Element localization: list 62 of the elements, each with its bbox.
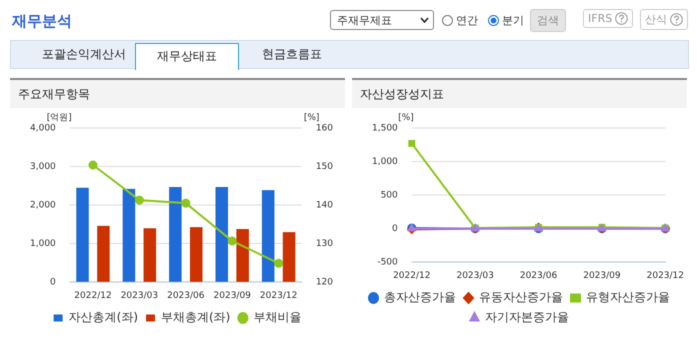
x-tick-label: 2023/12: [260, 290, 298, 301]
y-tick-label: 1,500: [372, 123, 398, 134]
x-tick-label: 2023/06: [520, 270, 558, 281]
text: 재무분석: [12, 12, 72, 31]
y-tick-label: 1,000: [30, 238, 56, 249]
x-tick-label: 2023/03: [120, 290, 158, 301]
text: IFRS: [588, 12, 612, 25]
text: 산식: [645, 12, 667, 27]
x-tick-label: 2022/12: [74, 290, 112, 301]
text: 주재무제표: [337, 12, 392, 28]
x-tick-label: 2023/03: [456, 270, 494, 281]
x-tick-label: 2022/12: [393, 270, 430, 281]
y2-tick-label: 120: [316, 278, 334, 288]
y-tick-label: 3,000: [30, 162, 56, 172]
bar: [122, 188, 136, 282]
y2-axis-title: [%]: [304, 112, 320, 123]
y-axis-title: [%]: [398, 112, 414, 123]
y-tick-label: 2,000: [30, 200, 56, 210]
bar: [97, 226, 110, 282]
point: [134, 196, 144, 205]
legend-label: 부채총계(좌): [161, 310, 230, 324]
x-tick-label: 2023/12: [646, 270, 684, 281]
text: 검색: [530, 9, 566, 32]
x-tick-label: 2023/09: [214, 290, 252, 301]
y2-tick-label: 160: [316, 123, 334, 134]
y2-tick-label: 150: [316, 162, 334, 172]
bar: [144, 228, 156, 282]
point: [88, 160, 98, 170]
y-tick-label: 500: [380, 190, 398, 200]
y2-tick-label: 130: [316, 238, 334, 249]
y-axis-title: [억원]: [46, 112, 72, 123]
legend-label: 자기자본증가율: [485, 310, 569, 324]
text: 연간: [456, 13, 478, 28]
x-tick-label: 2023/09: [583, 270, 621, 281]
y-tick-label: 1,000: [372, 156, 398, 167]
y2-tick-label: 140: [316, 200, 334, 210]
point: [274, 258, 284, 268]
bar: [215, 186, 228, 282]
y-tick-label: 4,000: [30, 123, 56, 134]
legend-label: 부채비율: [253, 310, 302, 324]
bar: [282, 232, 296, 282]
point: [408, 140, 416, 147]
legend-label: 총자산증가율: [384, 290, 456, 304]
bar: [190, 227, 202, 282]
point: [228, 236, 237, 246]
bar: [169, 186, 182, 282]
bar: [236, 229, 249, 282]
y-tick-label: -500: [377, 258, 398, 268]
legend-label: 자산총계(좌): [68, 310, 138, 324]
chart-title: 주요재무항목: [10, 80, 345, 108]
chart-title: 자산성장성지표: [352, 80, 687, 108]
bar: [262, 190, 274, 282]
point: [181, 198, 190, 208]
text: 포괄손익계산서: [41, 46, 127, 63]
bar: [76, 188, 89, 282]
y-tick-label: 0: [392, 224, 398, 234]
text: 현금흐름표: [261, 46, 323, 63]
legend-label: 유형자산증가율: [586, 290, 670, 304]
y-tick-label: 0: [50, 278, 56, 288]
text: 분기: [502, 13, 524, 28]
x-tick-label: 2023/06: [167, 290, 205, 301]
legend-label: 유동자산증가율: [479, 290, 563, 304]
